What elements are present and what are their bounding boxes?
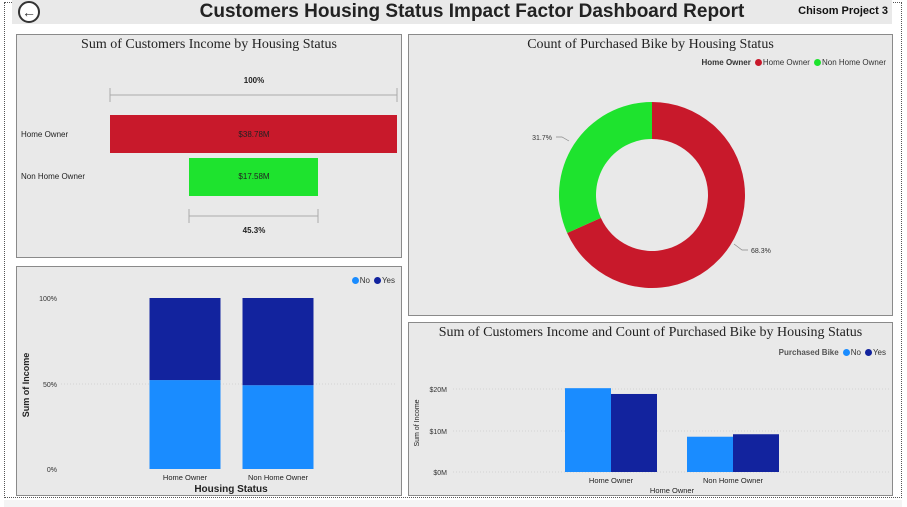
header-bar: ← Customers Housing Status Impact Factor…: [12, 0, 892, 24]
clustered-bar-yes[interactable]: [733, 434, 779, 472]
x-tick-label: Non Home Owner: [248, 473, 309, 482]
clustered-column-chart: $20M $10M $0M Sum of Income Home Owner N…: [414, 387, 889, 495]
donut-legend: Home Owner Home Owner Non Home Owner: [702, 58, 887, 67]
legend-item-yes[interactable]: Yes: [373, 276, 395, 285]
y-axis-title: Sum of Income: [21, 353, 31, 418]
clustered-bar-no[interactable]: [565, 388, 611, 472]
legend-title: Purchased Bike: [778, 348, 839, 357]
funnel-top-label: 100%: [244, 76, 264, 85]
legend-item-no[interactable]: No: [351, 276, 370, 285]
funnel-bar-home-owner: [110, 115, 397, 153]
legend-dot-icon: [373, 277, 381, 285]
leader-line: [733, 243, 748, 251]
x-tick-label: Non Home Owner: [703, 476, 764, 485]
bottom-strip: [4, 500, 902, 507]
bike-count-donut-panel[interactable]: Count of Purchased Bike by Housing Statu…: [408, 34, 893, 316]
stacked-column-chart: 100% 50% 0% Sum of Income Home Owner Non…: [21, 296, 397, 495]
donut-slice-non-home-owner: [559, 102, 652, 234]
legend-dot-icon: [754, 59, 762, 67]
y-tick-label: 50%: [43, 382, 57, 389]
legend-label: Yes: [381, 276, 395, 285]
legend-label: No: [850, 348, 861, 357]
y-tick-label: 100%: [39, 296, 57, 303]
income-stacked-column-panel[interactable]: No Yes 100% 50% 0% Sum of Income Home Ow…: [16, 266, 402, 496]
funnel-category-label: Non Home Owner: [21, 172, 85, 181]
panel-title: Sum of Customers Income by Housing Statu…: [81, 37, 337, 52]
page-title: Customers Housing Status Impact Factor D…: [199, 1, 745, 22]
x-tick-label: Home Owner: [163, 473, 208, 482]
legend-label: Non Home Owner: [821, 58, 886, 67]
clustered-bar-no[interactable]: [687, 436, 733, 472]
funnel-value-label: $38.78M: [238, 130, 269, 139]
legend-label: Yes: [872, 348, 886, 357]
stacked-bar-yes[interactable]: [242, 298, 314, 386]
donut-slice-home-owner: [567, 102, 745, 288]
leader-line: [556, 136, 570, 142]
x-axis-title: Home Owner: [650, 486, 695, 495]
legend-label: Home Owner: [762, 58, 810, 67]
panel-title: Count of Purchased Bike by Housing Statu…: [527, 37, 774, 52]
legend-label: No: [359, 276, 370, 285]
legend-dot-icon: [864, 349, 872, 357]
clustered-legend: Purchased Bike No Yes: [779, 348, 886, 357]
legend-title: Home Owner: [701, 58, 751, 67]
legend-dot-icon: [351, 277, 359, 285]
clustered-bar-yes[interactable]: [611, 393, 657, 472]
panel-title: Sum of Customers Income and Count of Pur…: [438, 325, 863, 340]
stacked-bar-no[interactable]: [149, 380, 221, 469]
legend-item-non-home-owner[interactable]: Non Home Owner: [813, 58, 886, 67]
project-label: Chisom Project 3: [798, 5, 888, 17]
income-and-bike-clustered-panel[interactable]: Sum of Customers Income and Count of Pur…: [408, 322, 893, 496]
legend-item-no[interactable]: No: [842, 348, 861, 357]
y-axis-title: Sum of Income: [414, 399, 421, 446]
x-tick-label: Home Owner: [589, 476, 634, 485]
donut-data-label: 68.3%: [751, 248, 771, 255]
back-arrow-icon[interactable]: ←: [18, 1, 40, 23]
funnel-bottom-label: 45.3%: [243, 226, 266, 235]
donut-data-label: 31.7%: [532, 135, 552, 142]
funnel-bar-non-home-owner: [189, 158, 318, 196]
y-tick-label: $20M: [429, 387, 447, 394]
stacked-bar-yes[interactable]: [149, 298, 221, 381]
stacked-bar-no[interactable]: [242, 385, 314, 469]
legend-item-home-owner[interactable]: Home Owner: [754, 58, 810, 67]
funnel-chart: 100% Home Owner $38.78M Non Home Owner $…: [21, 76, 398, 235]
income-by-housing-panel[interactable]: Sum of Customers Income by Housing Statu…: [16, 34, 402, 258]
y-tick-label: $0M: [433, 470, 447, 477]
funnel-category-label: Home Owner: [21, 130, 68, 139]
stacked-legend: No Yes: [351, 276, 395, 285]
legend-dot-icon: [813, 59, 821, 67]
x-axis-title: Housing Status: [194, 484, 268, 495]
legend-item-yes[interactable]: Yes: [864, 348, 886, 357]
y-tick-label: 0%: [47, 467, 57, 474]
funnel-value-label: $17.58M: [238, 172, 269, 181]
y-tick-label: $10M: [429, 429, 447, 436]
donut-chart: 31.7% 68.3%: [532, 102, 771, 288]
legend-dot-icon: [842, 349, 850, 357]
